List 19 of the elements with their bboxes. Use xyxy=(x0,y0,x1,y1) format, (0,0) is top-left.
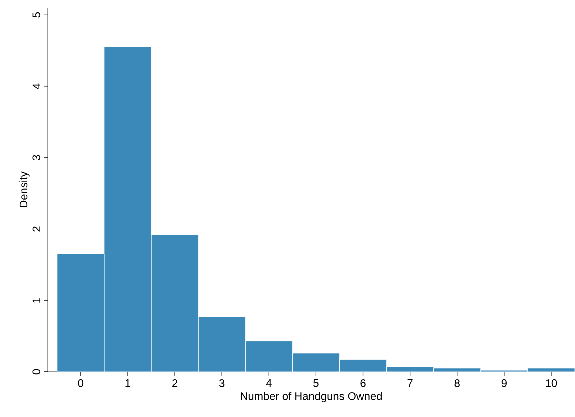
x-tick-label: 4 xyxy=(266,380,272,388)
y-tick-label: 4 xyxy=(32,84,40,90)
x-tick-label: 8 xyxy=(454,380,460,388)
x-tick-label: 2 xyxy=(172,380,178,388)
y-tick-label: 5 xyxy=(32,12,40,18)
y-tick-label: 3 xyxy=(32,155,40,161)
x-tick-label: 0 xyxy=(78,380,84,388)
x-tick-label: 6 xyxy=(360,380,366,388)
x-tick-label: 5 xyxy=(314,380,319,388)
x-tick-label: 1 xyxy=(126,380,131,388)
y-axis-title: Density xyxy=(20,172,30,208)
x-axis-title: Number of Handguns Owned xyxy=(241,392,382,402)
y-tick-label: 2 xyxy=(32,226,40,232)
x-tick-label: 3 xyxy=(219,380,225,388)
x-tick-label: 10 xyxy=(546,380,558,388)
y-tick-label: 1 xyxy=(32,298,40,303)
x-tick-label: 9 xyxy=(502,380,507,388)
y-tick-label: 0 xyxy=(32,369,40,375)
x-tick-label: 7 xyxy=(408,380,413,388)
